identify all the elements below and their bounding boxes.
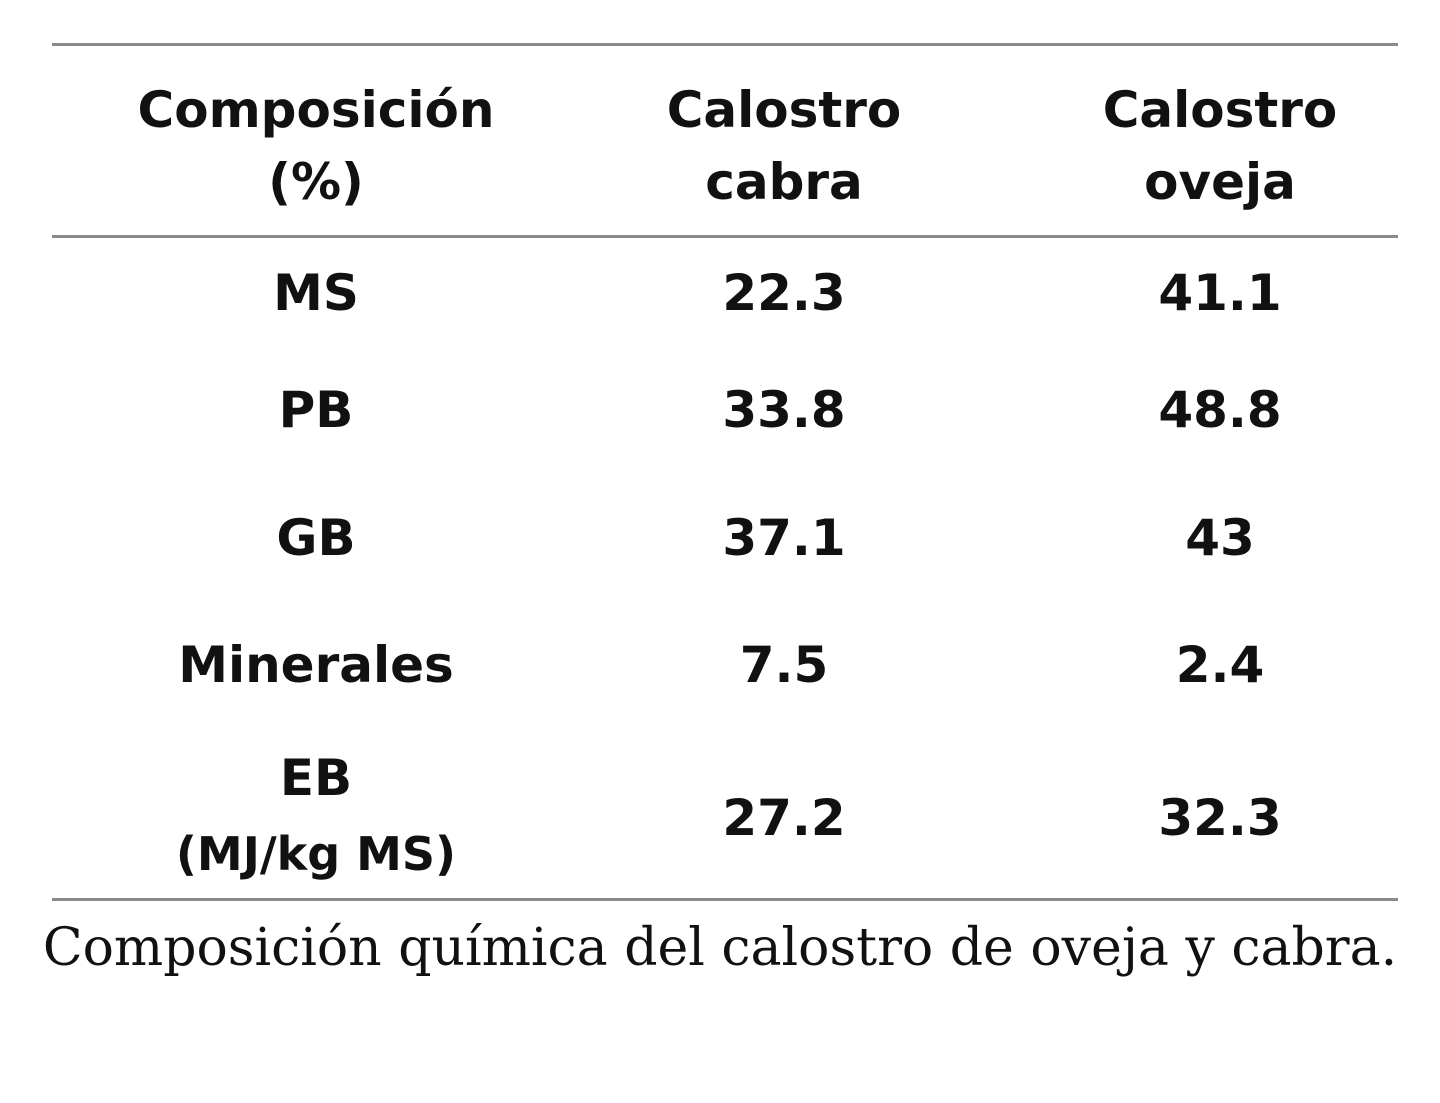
label-line: (MJ/kg MS) [175,827,457,881]
value-cell: 7.5 [739,636,829,694]
value-cell: 32.3 [1158,789,1282,847]
row-label: GB [86,502,546,574]
header-line: (%) [268,153,364,211]
value-cell: 43 [1185,509,1255,567]
header-cell: Composición (%) [86,74,546,218]
value-cell: 22.3 [722,264,846,322]
value-cell: 48.8 [1158,381,1282,439]
value-cell: 2.4 [1175,636,1265,694]
top-rule [52,43,1398,46]
value-cell: 37.1 [722,509,846,567]
value-cell: 27.2 [722,789,846,847]
header-cell: Calostro oveja [990,74,1440,218]
value-cell: 41.1 [1158,264,1282,322]
label-line: GB [276,509,356,567]
value-cell: 33.8 [722,381,846,439]
header-line: Composición [137,81,495,139]
header-line: oveja [1144,153,1296,211]
caption: Composición química del calostro de ovej… [42,918,1398,978]
header-line: cabra [705,153,863,211]
header-rule [52,235,1398,238]
label-line: Minerales [178,636,454,694]
row-label: EB (MJ/kg MS) [86,742,546,894]
label-line: EB [279,749,353,807]
header-line: Calostro [666,81,902,139]
label-line: PB [278,381,354,439]
header-line: Calostro [1102,81,1338,139]
row-label: MS [86,257,546,329]
bottom-rule [52,898,1398,901]
row-label: Minerales [86,629,546,701]
row-label: PB [86,374,546,446]
header-cell: Calostro cabra [554,74,1014,218]
label-line: MS [273,264,359,322]
